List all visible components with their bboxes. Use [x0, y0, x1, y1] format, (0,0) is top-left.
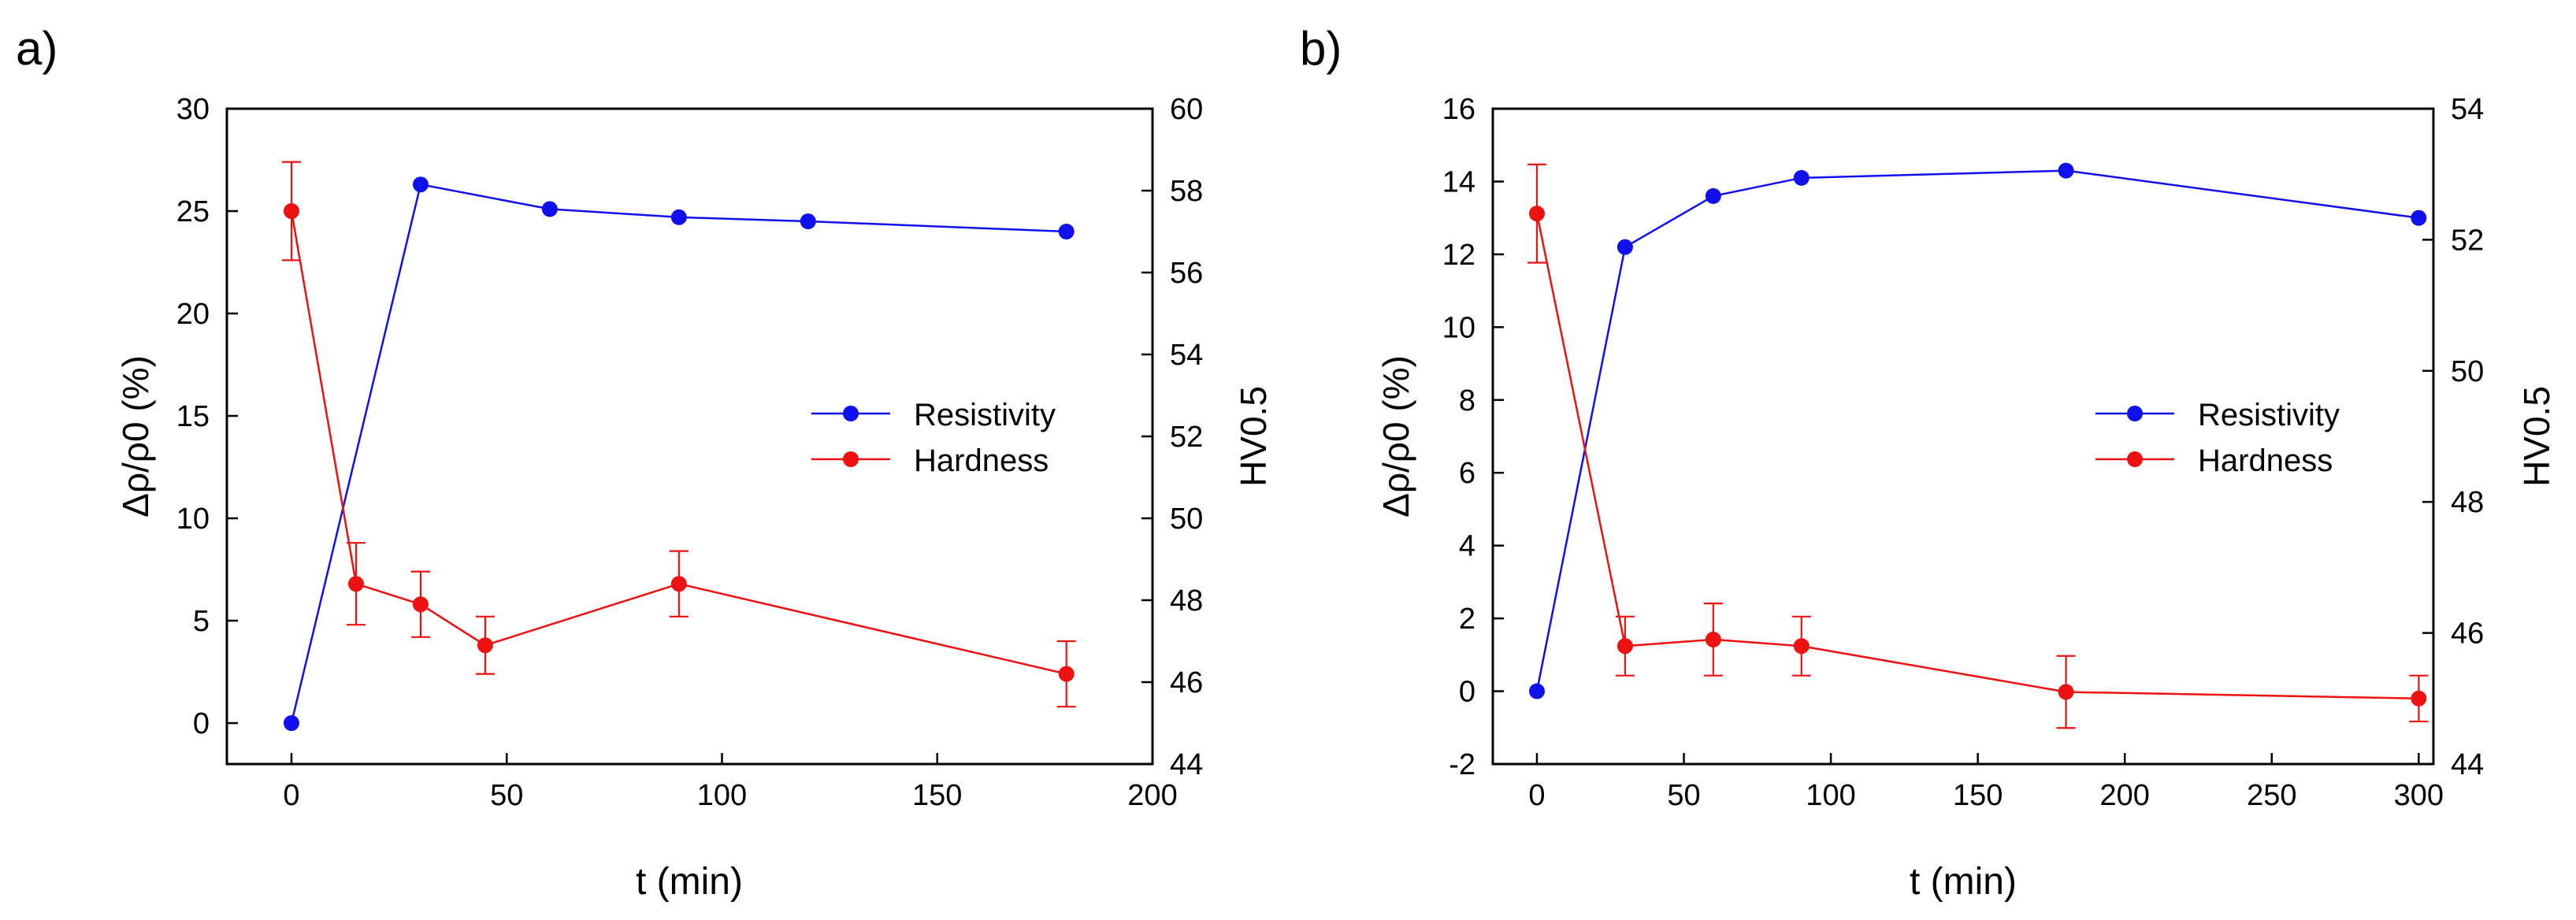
x-tick-label: 300 — [2394, 779, 2444, 812]
y-tick-label-left: 2 — [1459, 603, 1475, 636]
data-point-resistivity — [1705, 187, 1721, 204]
data-point-hardness — [412, 596, 429, 613]
data-point-resistivity — [2058, 162, 2074, 179]
data-point-resistivity — [541, 201, 558, 217]
legend-marker-hardness — [2127, 451, 2143, 467]
plot-frame — [1491, 107, 2435, 766]
panel-label: b) — [1300, 22, 1342, 75]
series-line-resistivity — [290, 183, 1067, 724]
data-point-hardness — [347, 576, 364, 592]
data-point-resistivity — [1616, 239, 1633, 255]
y-tick-label-left: 25 — [176, 195, 210, 228]
data-point-resistivity — [1528, 683, 1545, 699]
data-point-resistivity — [800, 213, 816, 229]
plot-marks: 0 50 100 150 200 0 5 10 15 20 25 30 44 46 48 50 52 54 56 58… — [176, 93, 1204, 812]
y-tick-label-left: 0 — [1459, 676, 1475, 709]
x-tick-label: 50 — [490, 779, 523, 812]
y-axis-label-left: Δρ/ρ0 (%) — [1375, 355, 1416, 518]
y-tick-label-right: 48 — [1170, 584, 1203, 618]
data-point-hardness — [1705, 631, 1721, 647]
data-point-resistivity — [1058, 224, 1075, 239]
legend: Resistivity Hardness — [2095, 398, 2340, 478]
x-axis-label: t (min) — [636, 861, 743, 903]
y-tick-label-left: 15 — [176, 400, 210, 433]
y-tick-label-right: 46 — [1170, 666, 1203, 699]
y-tick-label-right: 52 — [1170, 421, 1203, 454]
panel-a: a) 0 50 100 150 200 0 5 10 15 20 25 30 44 46 48 50 52 54 5… — [16, 22, 1274, 903]
data-point-resistivity — [670, 209, 687, 225]
data-point-resistivity — [2411, 210, 2427, 226]
y-tick-label-right: 44 — [2451, 748, 2484, 781]
data-point-hardness — [670, 576, 687, 592]
y-tick-label-left: 8 — [1459, 384, 1475, 417]
data-point-resistivity — [1793, 169, 1810, 186]
y-tick-label-right: 54 — [1170, 339, 1203, 372]
x-tick-label: 150 — [912, 779, 962, 812]
legend-marker-resistivity — [2127, 406, 2143, 421]
x-tick-label: 0 — [283, 779, 299, 812]
y-axis-label-left: Δρ/ρ0 (%) — [115, 355, 156, 518]
y-axis-label-right: HV0.5 — [2516, 386, 2557, 487]
data-point-hardness — [1528, 206, 1545, 222]
data-point-hardness — [477, 637, 493, 654]
x-tick-label: 100 — [1806, 779, 1855, 812]
panel-b: b) 0 50 100 150 200 250 300-202468101214164446… — [1300, 22, 2557, 903]
data-point-hardness — [2411, 690, 2427, 707]
y-tick-label-right: 54 — [2451, 93, 2484, 126]
y-tick-label-right: 56 — [1170, 257, 1203, 290]
y-tick-label-left: 20 — [176, 298, 210, 331]
x-tick-label: 100 — [697, 779, 747, 812]
data-point-hardness — [283, 203, 299, 219]
y-tick-label-right: 58 — [1170, 175, 1203, 208]
y-tick-label-right: 46 — [2451, 618, 2484, 651]
y-tick-label-left: 14 — [1442, 165, 1475, 198]
y-tick-label-left: 4 — [1459, 530, 1475, 563]
y-tick-label-left: 16 — [1442, 93, 1475, 126]
y-tick-label-right: 50 — [1170, 503, 1203, 536]
data-point-resistivity — [283, 715, 299, 731]
series-line-hardness — [1535, 213, 2419, 700]
y-tick-label-right: 50 — [2451, 355, 2484, 388]
legend-label-hardness: Hardness — [2198, 443, 2333, 478]
y-tick-label-left: 12 — [1442, 239, 1475, 272]
y-tick-label-left: 0 — [193, 707, 210, 740]
y-tick-label-right: 48 — [2451, 486, 2484, 519]
panel-label: a) — [16, 22, 58, 75]
legend-label-hardness: Hardness — [914, 443, 1049, 478]
y-tick-label-left: 10 — [176, 503, 210, 536]
legend-label-resistivity: Resistivity — [914, 398, 1056, 432]
legend: Resistivity Hardness — [811, 398, 1056, 478]
x-tick-label: 250 — [2247, 779, 2296, 812]
y-tick-label-left: 5 — [193, 605, 210, 638]
y-tick-label-right: 44 — [1170, 748, 1203, 781]
y-tick-label-left: -2 — [1449, 748, 1475, 781]
series-line-hardness — [290, 210, 1067, 675]
series-line-resistivity — [1535, 169, 2419, 692]
y-tick-label-left: 6 — [1459, 457, 1475, 490]
data-point-resistivity — [412, 176, 429, 193]
y-tick-label-left: 30 — [176, 93, 210, 126]
plot-frame — [225, 107, 1154, 766]
data-point-hardness — [1616, 638, 1633, 655]
y-tick-label-left: 10 — [1442, 311, 1475, 344]
data-point-hardness — [1058, 666, 1075, 682]
x-tick-label: 50 — [1667, 779, 1700, 812]
y-axis-label-right: HV0.5 — [1233, 386, 1274, 487]
data-point-hardness — [1793, 638, 1810, 655]
data-point-hardness — [2058, 684, 2074, 700]
legend-label-resistivity: Resistivity — [2198, 398, 2340, 432]
y-tick-label-right: 52 — [2451, 224, 2484, 257]
x-axis-label: t (min) — [1910, 861, 2017, 903]
plot-marks: 0 50 100 150 200 250 300-202468101214164446485… — [1442, 93, 2485, 812]
legend-marker-resistivity — [843, 406, 859, 421]
legend-marker-hardness — [843, 451, 859, 467]
x-tick-label: 150 — [1953, 779, 2003, 812]
x-tick-label: 0 — [1528, 779, 1545, 812]
y-tick-label-right: 60 — [1170, 93, 1203, 126]
x-tick-label: 200 — [1127, 779, 1177, 812]
x-tick-label: 200 — [2100, 779, 2150, 812]
